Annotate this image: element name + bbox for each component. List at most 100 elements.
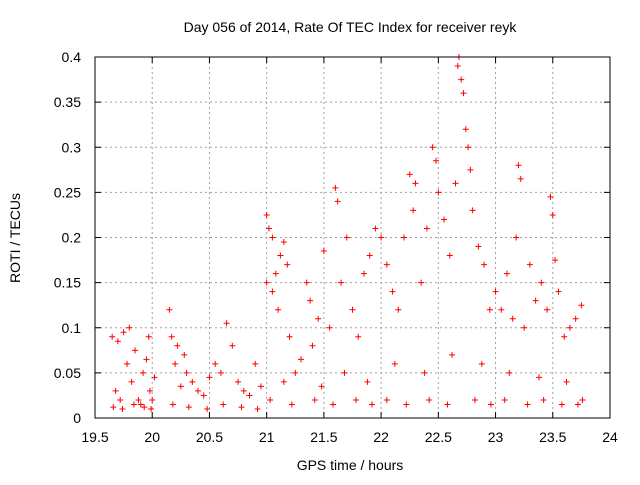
data-point [110,404,117,411]
data-point [555,288,562,295]
y-tick-label: 0.05 [54,365,81,381]
data-point [141,404,148,411]
data-point [269,288,276,295]
data-point [223,320,230,327]
data-point [172,360,179,367]
data-point [517,175,524,182]
data-point [446,252,453,259]
data-point [169,401,176,408]
data-point [406,171,413,178]
data-point [166,306,173,313]
data-point [217,369,224,376]
data-point [112,387,119,394]
data-point [410,207,417,214]
data-point [352,396,359,403]
data-point [452,180,459,187]
chart-title: Day 056 of 2014, Rate Of TEC Index for r… [184,19,518,35]
data-points [109,54,586,412]
data-point [252,360,259,367]
data-point [429,144,436,151]
x-tick-label: 20 [144,429,160,445]
data-point [181,351,188,358]
data-point [478,360,485,367]
data-point [513,234,520,241]
x-tick-label: 23 [488,429,504,445]
data-point [315,315,322,322]
x-tick-label: 24 [602,429,618,445]
data-point [349,306,356,313]
data-point [148,405,155,412]
data-point [395,306,402,313]
data-point [574,401,581,408]
data-point [532,297,539,304]
data-point [467,166,474,173]
data-point [269,234,276,241]
data-point [177,383,184,390]
data-point [151,374,158,381]
data-point [183,369,190,376]
data-point [298,356,304,363]
data-point [435,189,442,196]
x-tick-label: 22.5 [425,429,452,445]
data-point [204,405,211,412]
data-point [383,396,390,403]
data-point [366,252,373,259]
data-point [504,270,510,277]
data-point [383,261,390,268]
data-point [212,360,219,367]
data-point [292,369,299,376]
data-point [263,279,270,286]
data-point [229,342,236,349]
plot-area-frame [94,56,611,419]
data-point [552,257,559,264]
data-point [524,401,531,408]
data-point [275,306,282,313]
data-point [140,369,147,376]
data-point [498,306,505,313]
data-point [341,369,348,376]
data-point [238,404,245,411]
data-point [130,401,137,408]
data-point [168,333,175,340]
data-point [441,216,448,223]
data-point [544,306,551,313]
data-point [526,261,533,268]
x-tick-label: 22 [373,429,389,445]
data-point [195,387,201,394]
data-point [119,405,126,412]
data-point [465,144,472,151]
data-point [320,248,327,255]
data-point [174,342,181,349]
data-point [558,401,565,408]
data-point [454,63,461,70]
data-point [330,401,337,408]
data-point [368,401,375,408]
data-point [128,378,135,385]
data-point [426,396,433,403]
y-tick-label: 0.4 [62,49,82,65]
tick-labels: 19.5 20 20.5 21 21.5 22 22.5 23 23.5 24 0 0.05 0.1 0.… [54,49,618,445]
data-point [220,401,227,408]
data-point [506,369,513,376]
x-axis-label: GPS time / hours [297,457,404,473]
data-point [403,401,410,408]
data-point [355,333,362,340]
data-point [449,351,456,358]
data-point [137,401,144,408]
data-point [492,288,499,295]
data-point [109,333,116,340]
data-point [263,211,270,218]
data-point [307,297,314,304]
data-point [360,270,367,277]
data-point [578,302,585,309]
data-point [572,315,579,322]
y-tick-label: 0.2 [62,230,82,246]
data-point [487,401,494,408]
data-point [566,324,573,331]
data-point [326,324,333,331]
data-point [124,360,131,367]
x-tick-label: 23.5 [539,429,566,445]
data-point [284,261,291,268]
data-point [206,374,213,381]
